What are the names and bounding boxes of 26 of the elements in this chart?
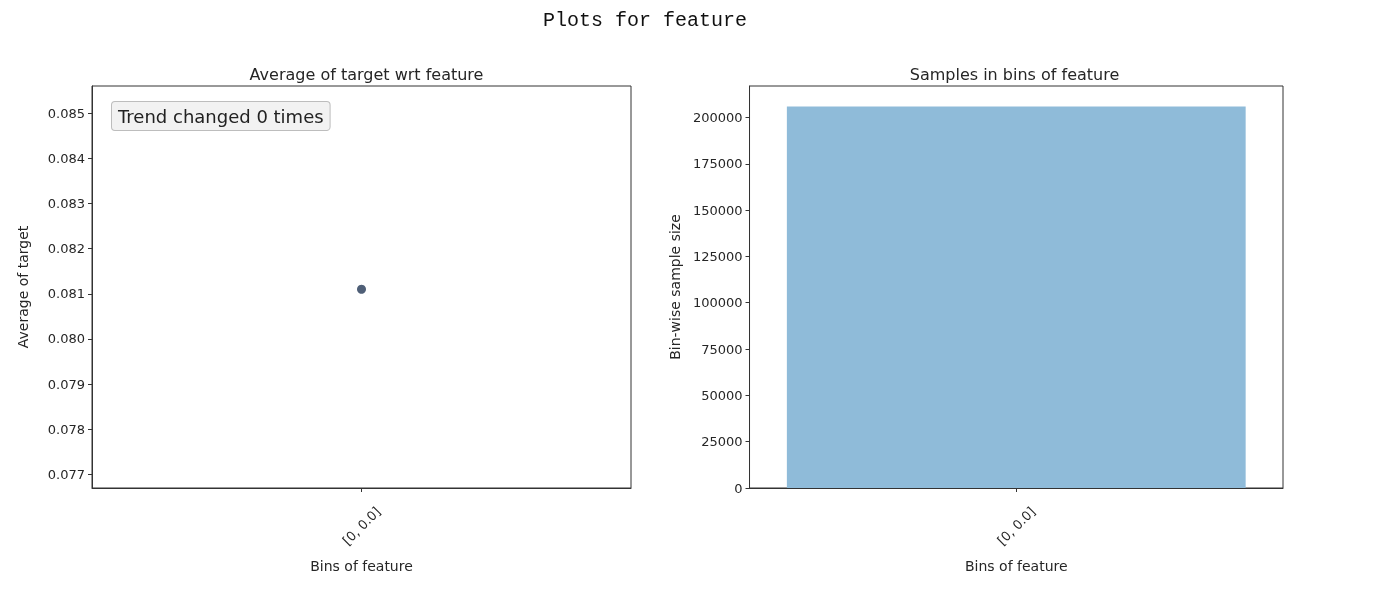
y-tick-label: 150000: [692, 202, 743, 218]
y-tick-label: 50000: [701, 387, 743, 403]
y-tick-label: 125000: [692, 248, 743, 264]
y-tick-label: 0.083: [47, 195, 85, 211]
y-tick-label: 0.085: [47, 105, 85, 121]
y-tick-label: 0.082: [47, 241, 85, 257]
y-tick-label: 0: [734, 480, 743, 496]
text: Plots for feature: [542, 9, 748, 33]
y-tick-label: 0.081: [47, 286, 85, 302]
y-tick-label: 200000: [692, 109, 743, 125]
y-tick-label: 0.084: [47, 150, 85, 166]
y-axis-title: Average of target: [15, 225, 31, 349]
x-axis-title: Bins of feature: [964, 558, 1068, 574]
y-axis-title: Bin-wise sample size: [667, 214, 683, 360]
y-tick-label: 0.080: [47, 331, 85, 347]
chart-title: Samples in bins of feature: [909, 64, 1120, 84]
y-tick-label: 0.077: [47, 466, 85, 482]
y-tick-label: 0.078: [47, 421, 85, 437]
annotation: Trend changed 0 times: [117, 105, 324, 127]
chart-title: Average of target wrt feature: [249, 64, 484, 84]
y-tick-label: 175000: [692, 156, 743, 172]
y-tick-label: 75000: [701, 341, 743, 357]
y-tick-label: 25000: [701, 434, 743, 450]
y-tick-label: 0.079: [47, 376, 85, 392]
x-axis-title: Bins of feature: [310, 558, 413, 574]
y-tick-label: 100000: [692, 295, 743, 311]
